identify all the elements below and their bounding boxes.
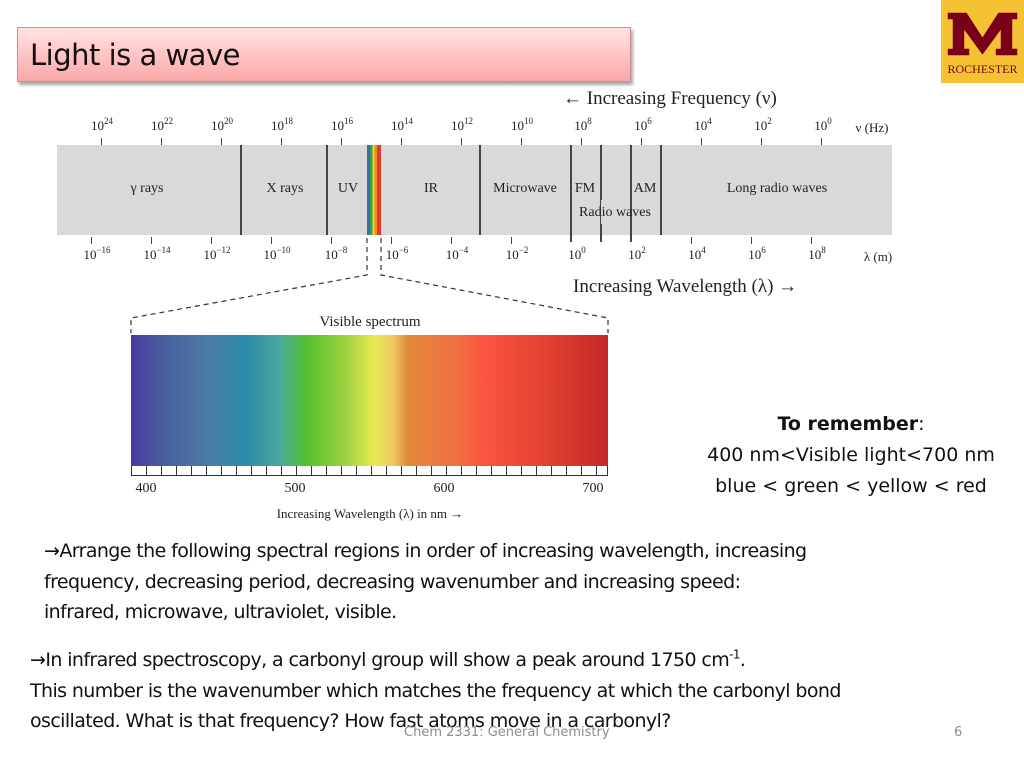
- freq-tick-label: 104: [694, 116, 712, 134]
- remember-note: To remember: 400 nm<Visible light<700 nm…: [690, 409, 1012, 502]
- wavelength-tick-label: 104: [688, 245, 706, 263]
- wavelength-tick-label: 102: [628, 245, 646, 263]
- wavelength-tick-label: 100: [568, 245, 586, 263]
- tick-mark: [521, 138, 522, 145]
- tick-mark: [281, 138, 282, 145]
- tick-mark: [581, 138, 582, 145]
- footer-page-number: 6: [954, 725, 963, 740]
- visible-spectrum-title: Visible spectrum: [319, 314, 421, 330]
- region-ir: IR: [424, 181, 438, 196]
- freq-tick-label: 1022: [151, 116, 173, 134]
- region-divider: [660, 145, 662, 235]
- slide-title-box: Light is a wave: [17, 27, 631, 82]
- block-m-icon: [946, 11, 1019, 58]
- freq-tick-label: 100: [814, 116, 832, 134]
- remember-line-2: blue < green < yellow < red: [715, 475, 987, 497]
- tick-mark: [641, 138, 642, 145]
- wavelength-tick-label: 10−8: [324, 245, 348, 263]
- region-divider: [600, 145, 602, 242]
- tick-mark: [211, 237, 212, 244]
- tick-mark: [91, 237, 92, 244]
- remember-heading: To remember: [777, 413, 919, 435]
- frequency-unit-label: ν (Hz): [855, 120, 889, 135]
- region-uv: UV: [337, 181, 359, 196]
- freq-tick-label: 1024: [91, 116, 113, 134]
- visible-band-mini: [367, 145, 381, 235]
- tick-mark: [271, 237, 272, 244]
- wavelength-unit-label: λ (m): [863, 249, 893, 264]
- region-gamma-rays: γ rays: [130, 181, 164, 196]
- remember-line-1: 400 nm<Visible light<700 nm: [707, 444, 995, 466]
- visible-axis-title: Increasing Wavelength (λ) in nm →: [276, 506, 464, 521]
- tick-mark: [691, 237, 692, 244]
- region-am: AM: [633, 181, 657, 196]
- freq-tick-label: 1014: [391, 116, 413, 134]
- region-divider: [326, 145, 328, 235]
- tick-mark: [101, 138, 102, 145]
- slide-title: Light is a wave: [30, 38, 240, 72]
- tick-mark: [391, 237, 392, 244]
- tick-mark: [401, 138, 402, 145]
- nm-tick-700: 700: [582, 481, 604, 496]
- visible-spectrum-gradient: [131, 335, 608, 466]
- tick-mark: [461, 138, 462, 145]
- tick-mark: [341, 138, 342, 145]
- tick-mark: [811, 237, 812, 244]
- tick-mark: [161, 138, 162, 145]
- question-1: →Arrange the following spectral regions …: [44, 540, 807, 623]
- wavelength-tick-label: 10−12: [203, 245, 231, 263]
- tick-mark: [331, 237, 332, 244]
- region-long-radio-waves: Long radio waves: [726, 181, 828, 196]
- tick-mark: [821, 138, 822, 145]
- frequency-axis-title: ← Increasing Frequency (ν): [563, 88, 777, 109]
- question-2: →In infrared spectroscopy, a carbonyl gr…: [30, 647, 841, 732]
- freq-tick-label: 1012: [451, 116, 473, 134]
- nm-tick-400: 400: [135, 481, 157, 496]
- tick-mark: [511, 237, 512, 244]
- zoom-connector-lines: [130, 238, 609, 333]
- tick-mark: [221, 138, 222, 145]
- spectrum-band: [57, 145, 892, 235]
- freq-tick-label: 1016: [331, 116, 353, 134]
- footer-course: Chem 2331: General Chemistry: [404, 725, 610, 740]
- region-divider: [479, 145, 481, 235]
- logo-text: ROCHESTER: [947, 62, 1018, 76]
- wavelength-axis-title: Increasing Wavelength (λ) →: [573, 276, 798, 297]
- tick-mark: [451, 237, 452, 244]
- region-divider: [630, 145, 632, 242]
- freq-tick-label: 108: [574, 116, 592, 134]
- wavelength-tick-label: 10−16: [83, 245, 111, 263]
- tick-mark: [761, 138, 762, 145]
- arrow-icon: →: [44, 540, 60, 562]
- wavelength-tick-label: 106: [748, 245, 766, 263]
- university-logo: ROCHESTER: [941, 0, 1024, 83]
- tick-mark: [151, 237, 152, 244]
- freq-tick-label: 1020: [211, 116, 233, 134]
- region-divider: [570, 145, 572, 242]
- wavelength-tick-label: 10−2: [505, 245, 529, 263]
- freq-tick-label: 1018: [271, 116, 293, 134]
- region-x-rays: X rays: [266, 181, 304, 196]
- region-microwave: Microwave: [493, 181, 557, 196]
- region-divider: [240, 145, 242, 235]
- tick-mark: [701, 138, 702, 145]
- wavelength-tick-label: 10−4: [445, 245, 469, 263]
- wavelength-tick-label: 10−10: [263, 245, 291, 263]
- region-radio-waves: Radio waves: [579, 205, 651, 220]
- arrow-icon: →: [30, 649, 46, 671]
- wavelength-tick-label: 108: [808, 245, 826, 263]
- freq-tick-label: 1010: [511, 116, 533, 134]
- radio-label-mask: [601, 200, 629, 224]
- nm-tick-500: 500: [284, 481, 306, 496]
- freq-tick-label: 102: [754, 116, 772, 134]
- wavelength-tick-label: 10−6: [385, 245, 409, 263]
- visible-spectrum-scale: [131, 466, 608, 476]
- region-fm: FM: [574, 181, 596, 196]
- nm-tick-600: 600: [433, 481, 455, 496]
- tick-mark: [751, 237, 752, 244]
- freq-tick-label: 106: [634, 116, 652, 134]
- wavelength-tick-label: 10−14: [143, 245, 171, 263]
